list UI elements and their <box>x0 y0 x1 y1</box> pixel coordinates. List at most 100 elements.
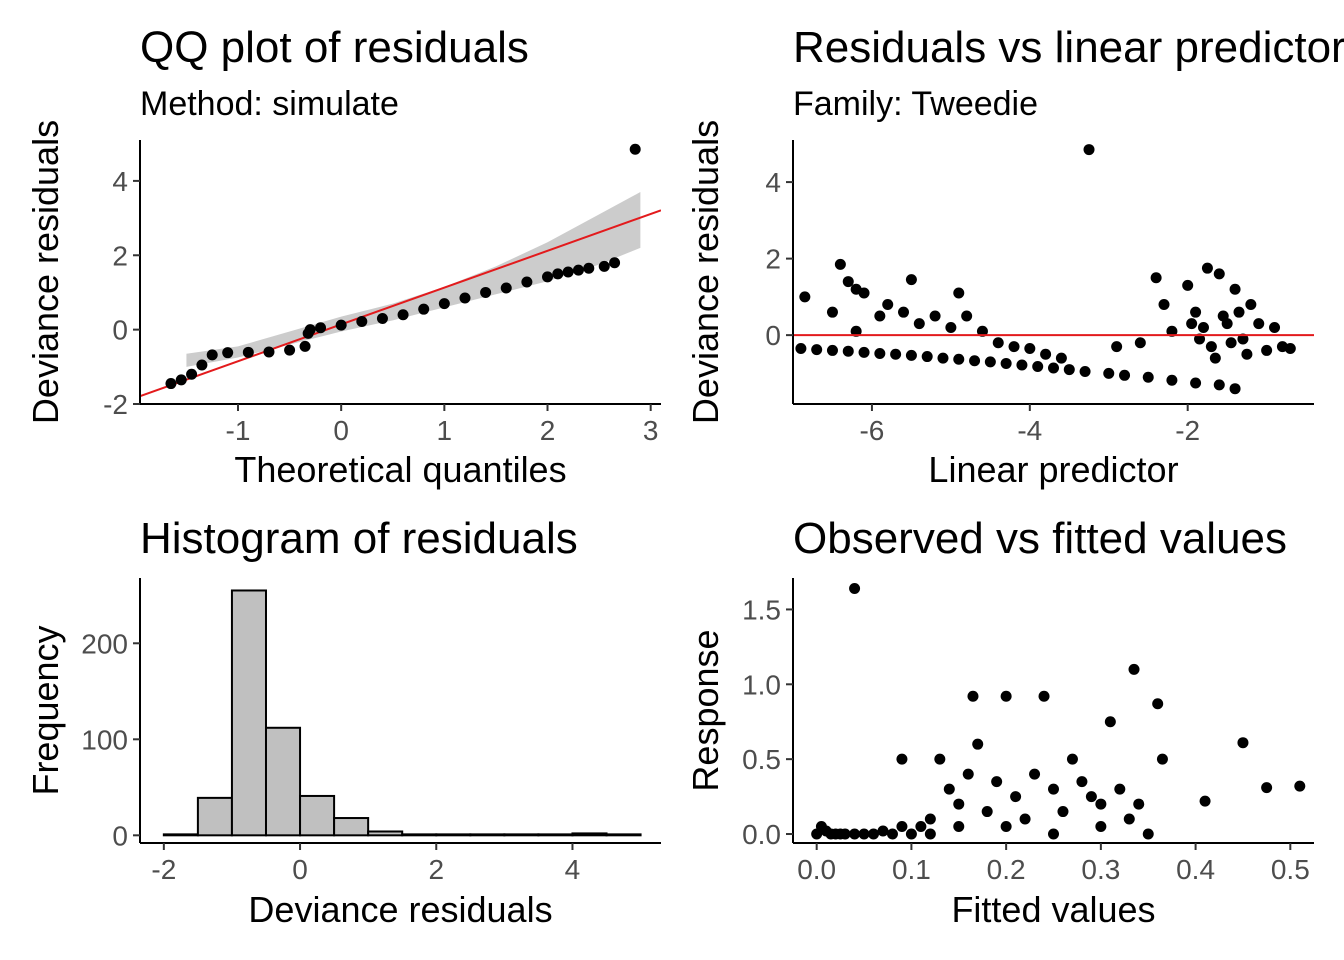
plot-area-rvlp <box>793 144 1314 395</box>
x-tick-label: -6 <box>859 415 884 446</box>
panel-rvlp: Residuals vs linear predictor Family: Twe… <box>685 23 1344 490</box>
y-axis-title: Response <box>685 629 726 791</box>
data-point <box>945 321 957 333</box>
x-axis-title: Fitted values <box>951 889 1155 930</box>
data-point <box>1229 383 1241 395</box>
data-point <box>418 303 430 315</box>
data-point <box>242 346 254 358</box>
x-tick-label: 0.1 <box>892 854 931 885</box>
chart-title: Residuals vs linear predictor <box>793 23 1344 72</box>
data-point <box>1085 791 1097 803</box>
data-point <box>992 337 1004 349</box>
data-point <box>263 346 275 358</box>
data-point <box>1128 663 1140 675</box>
data-point <box>858 287 870 299</box>
data-point <box>175 374 187 386</box>
data-point <box>858 346 870 358</box>
x-tick-label: 0.3 <box>1081 854 1120 885</box>
data-point <box>953 798 965 810</box>
plot-area-qq <box>140 143 661 398</box>
data-point <box>438 298 450 310</box>
data-point <box>1152 698 1164 710</box>
data-point <box>1245 299 1257 311</box>
data-point <box>1205 341 1217 353</box>
data-point <box>1237 737 1249 749</box>
data-point <box>826 344 838 356</box>
data-point <box>905 274 917 286</box>
data-point <box>1032 361 1044 373</box>
data-point <box>890 348 902 360</box>
data-point <box>984 356 996 368</box>
data-point <box>961 310 973 322</box>
histogram-bar <box>299 794 336 837</box>
data-point <box>1186 318 1198 330</box>
data-point <box>1114 783 1126 795</box>
data-point <box>1142 371 1154 383</box>
data-point <box>1229 283 1241 295</box>
panel-ovf: Observed vs fitted values 0.0 0.1 0.2 0.3 0.4… <box>685 514 1314 930</box>
data-point <box>1076 776 1088 788</box>
data-point <box>858 828 870 840</box>
data-point <box>811 344 823 356</box>
data-point <box>1103 367 1115 379</box>
histogram-bar <box>367 830 404 837</box>
data-point <box>1190 306 1202 318</box>
data-point <box>186 368 198 380</box>
data-point <box>315 322 327 334</box>
histogram-bar <box>469 833 506 837</box>
plot-area-ovf <box>811 582 1306 840</box>
data-point <box>1194 333 1206 345</box>
data-point <box>834 258 846 270</box>
data-point <box>598 260 610 272</box>
x-tick-label: 0.0 <box>797 854 836 885</box>
data-point <box>521 276 533 288</box>
histogram-bar <box>333 817 370 837</box>
histogram-bar <box>537 833 574 837</box>
data-point <box>1237 333 1249 345</box>
data-point <box>376 312 388 324</box>
data-point <box>1038 690 1050 702</box>
x-tick-label: 0 <box>333 415 349 446</box>
data-point <box>1000 690 1012 702</box>
y-tick-label: 0.5 <box>742 744 781 775</box>
x-axis-title: Theoretical quantiles <box>234 449 566 490</box>
x-tick-label: -2 <box>151 854 176 885</box>
data-point <box>1010 791 1022 803</box>
y-tick-label: -2 <box>103 389 128 420</box>
data-point <box>222 347 234 359</box>
y-tick-label: 0 <box>765 320 781 351</box>
x-tick-label: 0 <box>292 854 308 885</box>
data-point <box>1029 768 1041 780</box>
data-point <box>882 299 894 311</box>
data-point <box>934 753 946 765</box>
data-point <box>1182 279 1194 291</box>
data-point <box>1197 321 1209 333</box>
x-tick-label: 4 <box>565 854 581 885</box>
chart-subtitle: Method: simulate <box>140 85 399 123</box>
data-point <box>795 343 807 355</box>
y-axis-title: Deviance residuals <box>25 120 66 424</box>
data-point <box>1225 337 1237 349</box>
data-point <box>500 282 512 294</box>
data-point <box>976 325 988 337</box>
data-point <box>1199 795 1211 807</box>
data-point <box>1269 321 1281 333</box>
data-point <box>206 349 218 361</box>
data-point <box>1048 828 1059 840</box>
y-tick-label: 200 <box>81 628 128 659</box>
data-point <box>921 351 933 363</box>
data-point <box>1134 337 1146 349</box>
data-point <box>943 783 955 795</box>
data-point <box>839 828 851 840</box>
data-point <box>284 344 296 356</box>
histogram-bar <box>162 833 199 837</box>
panel-hist: Histogram of residuals -2 0 2 4 0 100 200 Devian… <box>25 514 661 930</box>
data-point <box>552 268 564 280</box>
data-point <box>874 347 886 359</box>
data-point <box>842 345 854 357</box>
data-point <box>1133 798 1145 810</box>
data-point <box>572 264 584 276</box>
data-point <box>953 353 965 365</box>
histogram-bar <box>435 833 472 837</box>
